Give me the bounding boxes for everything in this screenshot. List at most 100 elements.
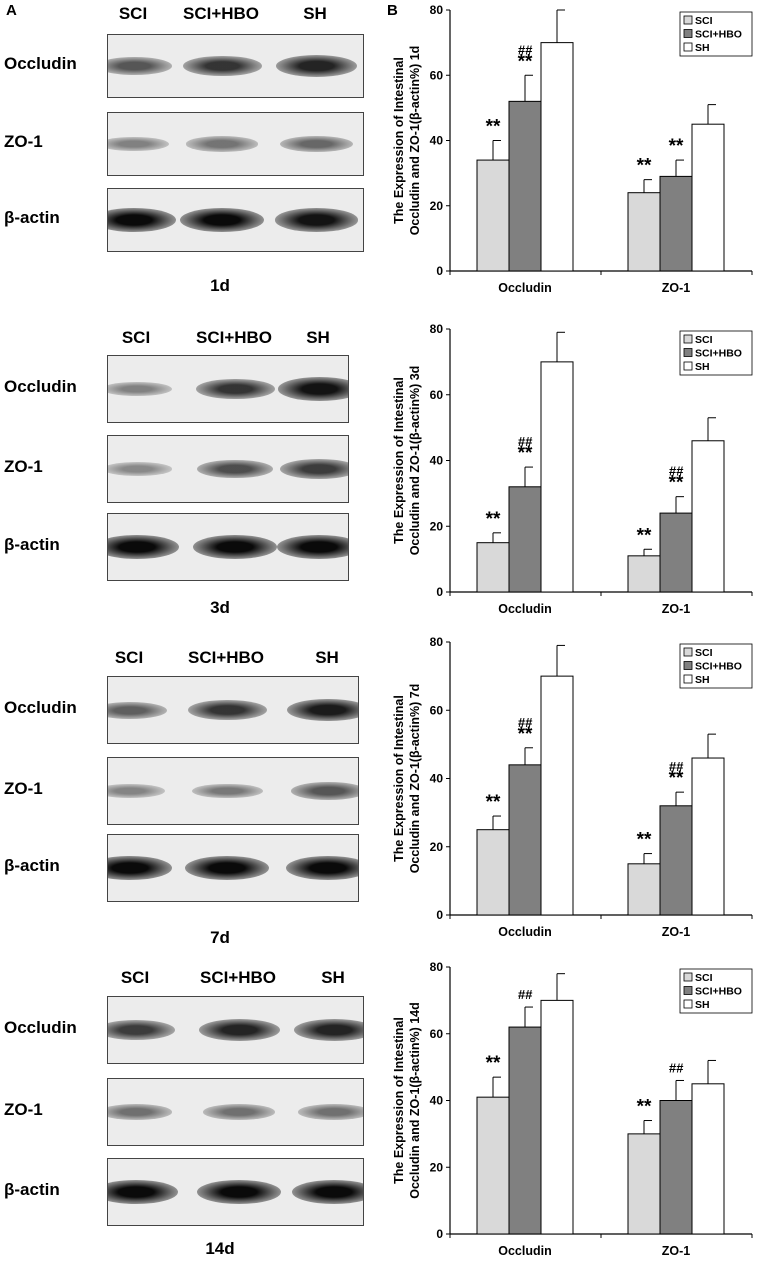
lane-header: SCI — [118, 4, 148, 23]
lane-header: SCI+HBO — [199, 968, 277, 987]
legend-swatch — [683, 986, 693, 995]
legend-swatch — [683, 42, 693, 52]
blot-strip — [107, 188, 364, 252]
blot-strip — [107, 34, 364, 98]
y-tick-label: 40 — [430, 1094, 444, 1108]
legend-label: SCI+HBO — [695, 29, 742, 41]
protein-band — [108, 381, 172, 397]
time-point-label: 14d — [205, 1239, 235, 1258]
protein-band — [108, 57, 172, 75]
bar-sci — [476, 1096, 510, 1235]
lane-header: SH — [321, 968, 345, 987]
y-tick-label: 0 — [436, 908, 443, 922]
y-tick-label: 40 — [430, 772, 444, 786]
legend-swatch — [683, 972, 693, 982]
blot-row-label: ZO-1 — [4, 779, 43, 798]
blot-row-label: β-actin — [4, 1180, 60, 1199]
significance-hash: ## — [669, 759, 684, 774]
x-category-label: Occludin — [498, 602, 551, 616]
significance-stars: ** — [518, 443, 533, 464]
blot-strip — [107, 1158, 364, 1226]
bar-sh — [540, 999, 574, 1235]
y-tick-label: 60 — [430, 68, 444, 82]
protein-band — [108, 701, 167, 719]
y-tick-label: 60 — [430, 388, 444, 402]
lane-header: SCI+HBO — [195, 328, 273, 347]
lane-header: SCI — [114, 648, 144, 667]
protein-band — [293, 1019, 363, 1041]
blot-row-label: β-actin — [4, 535, 60, 554]
protein-band — [180, 208, 264, 232]
protein-band — [197, 459, 273, 479]
x-category-label: Occludin — [498, 1244, 551, 1258]
blot-row-label: β-actin — [4, 208, 60, 227]
protein-band — [275, 55, 357, 77]
y-axis-title-line2: Occludin and ZO-1(β-actin%) 14d — [408, 1002, 422, 1199]
bar-sh — [540, 675, 574, 916]
significance-stars: ** — [486, 509, 501, 530]
bar-sci-hbo — [659, 805, 693, 916]
blot-row-label: Occludin — [4, 54, 77, 73]
y-tick-label: 40 — [430, 134, 444, 148]
bar-sh — [540, 42, 574, 272]
lane-header: SH — [315, 648, 339, 667]
bar-sci — [627, 192, 661, 272]
blot-strip — [107, 112, 364, 176]
y-axis-title-line1: The Expression of Intestinal — [392, 695, 406, 862]
legend-label: SCI+HBO — [695, 348, 742, 360]
x-category-label: ZO-1 — [662, 925, 691, 939]
legend-swatch — [683, 674, 693, 684]
protein-band — [108, 136, 169, 152]
legend-label: SCI+HBO — [695, 986, 742, 998]
y-tick-label: 0 — [436, 264, 443, 278]
y-axis-title-line1: The Expression of Intestinal — [392, 377, 406, 544]
protein-band — [280, 459, 348, 479]
blot-strip — [107, 757, 359, 825]
significance-stars: ** — [637, 1097, 652, 1118]
significance-stars: ** — [637, 525, 652, 546]
bar-sci-hbo — [508, 486, 542, 593]
y-axis-title-line2: Occludin and ZO-1(β-actin%) 7d — [408, 684, 422, 874]
time-point-label: 3d — [210, 598, 230, 617]
time-point-label: 7d — [210, 928, 230, 947]
significance-hash: ## — [669, 464, 684, 479]
time-point-label: 1d — [210, 276, 230, 295]
protein-band — [182, 55, 262, 77]
legend-label: SCI — [695, 647, 713, 659]
bar-sci-hbo — [508, 100, 542, 272]
bar-sci-hbo — [508, 1026, 542, 1235]
lane-header: SH — [306, 328, 330, 347]
legend-label: SCI+HBO — [695, 661, 742, 673]
protein-band — [108, 784, 165, 798]
bar-sh — [691, 123, 725, 272]
protein-band — [198, 1019, 280, 1041]
significance-stars: ** — [518, 51, 533, 72]
panel-letter-a: A — [6, 2, 17, 19]
bar-sci-hbo — [659, 1100, 693, 1235]
protein-band — [203, 1104, 275, 1120]
y-axis-title-line1: The Expression of Intestinal — [392, 57, 406, 224]
protein-band — [108, 1020, 175, 1040]
lane-header: SCI+HBO — [187, 648, 265, 667]
legend-label: SH — [695, 999, 710, 1011]
blot-strip — [107, 513, 349, 581]
blot-row-label: ZO-1 — [4, 1100, 43, 1119]
y-axis-title-line2: Occludin and ZO-1(β-actin%) 1d — [408, 46, 422, 236]
significance-hash: ## — [518, 42, 533, 57]
y-tick-label: 0 — [436, 1227, 443, 1241]
x-category-label: ZO-1 — [662, 281, 691, 295]
protein-band — [187, 699, 267, 721]
bar-sh — [691, 757, 725, 916]
protein-band — [277, 535, 348, 559]
lane-header: SH — [303, 4, 327, 23]
y-axis-title-line1: The Expression of Intestinal — [392, 1017, 406, 1184]
protein-band — [108, 1180, 178, 1204]
protein-band — [279, 135, 353, 153]
significance-stars: ** — [637, 830, 652, 851]
x-category-label: Occludin — [498, 925, 551, 939]
lane-header: SCI+HBO — [182, 4, 260, 23]
protein-band — [195, 378, 275, 400]
bar-sh — [691, 440, 725, 593]
y-tick-label: 60 — [430, 1027, 444, 1041]
